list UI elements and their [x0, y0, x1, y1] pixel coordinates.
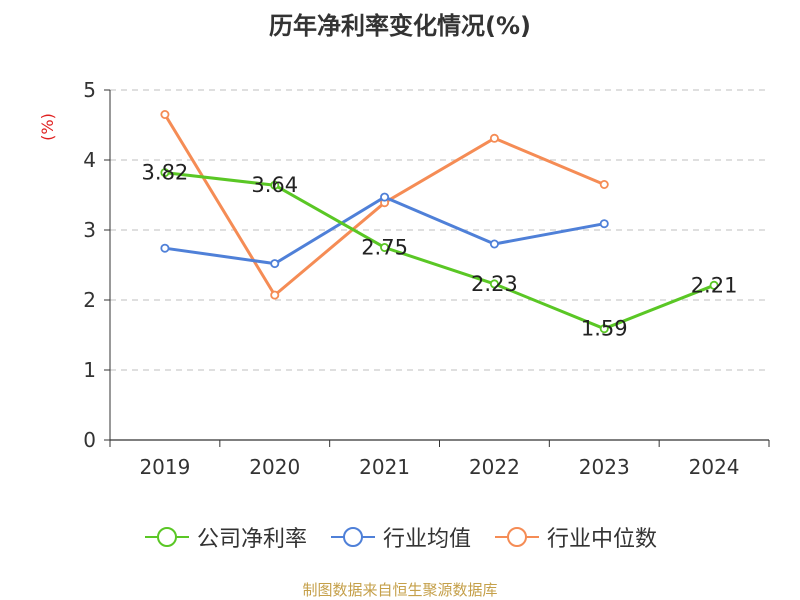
data-point [270, 290, 280, 300]
data-point [160, 110, 170, 120]
y-tick-label: 3 [83, 218, 96, 242]
legend-label: 公司净利率 [196, 527, 307, 552]
y-tick-label: 1 [83, 358, 96, 382]
legend-label: 行业中位数 [547, 527, 658, 552]
legend: 公司净利率 行业均值 行业中位数 [0, 521, 800, 553]
data-point [489, 239, 499, 249]
legend-item[interactable]: 行业均值 [329, 521, 471, 553]
x-tick-label: 2020 [249, 455, 300, 479]
legend-label: 行业均值 [382, 527, 471, 552]
data-point [599, 179, 609, 189]
data-label: 2.21 [691, 273, 738, 297]
y-tick-label: 5 [83, 78, 96, 102]
data-point [489, 279, 499, 289]
x-tick-label: 2023 [579, 455, 630, 479]
data-point [380, 192, 390, 202]
grid-layer [110, 89, 769, 371]
data-point [160, 168, 170, 178]
y-tick-label: 2 [83, 288, 96, 312]
y-axis-label: (%) [38, 113, 57, 141]
x-tick-label: 2022 [469, 455, 520, 479]
data-point [270, 259, 280, 269]
legend-marker-icon [144, 527, 189, 547]
legend-item[interactable]: 行业中位数 [493, 521, 657, 553]
data-label: 1.59 [581, 317, 628, 341]
data-point [380, 242, 390, 252]
data-point [270, 180, 280, 190]
data-point [709, 280, 719, 290]
x-tick-label: 2019 [139, 455, 190, 479]
data-point [599, 219, 609, 229]
source-note: 制图数据来自恒生聚源数据库 [302, 581, 498, 599]
chart-title: 历年净利率变化情况(%) [269, 12, 531, 40]
data-point [489, 133, 499, 143]
legend-marker-icon [495, 527, 539, 547]
data-label: 2.75 [361, 236, 408, 260]
data-point [599, 324, 609, 334]
x-tick-label: 2024 [689, 455, 740, 479]
y-tick-label: 4 [83, 148, 96, 172]
x-tick-label: 2021 [359, 455, 410, 479]
data-label: 3.82 [142, 161, 189, 185]
series-line [164, 171, 715, 331]
series-layer [160, 110, 719, 334]
legend-marker-icon [330, 527, 375, 547]
legend-item[interactable]: 公司净利率 [143, 521, 307, 553]
label-layer: 3.82 3.64 2.75 2.23 1.59 2.21 [142, 161, 738, 341]
axis-layer: 0 1 2 3 4 5 2019 2020 2021 2022 2023 2024 (%) [38, 78, 770, 479]
y-tick-label: 0 [83, 428, 96, 452]
data-label: 3.64 [251, 173, 298, 197]
data-label: 2.23 [471, 272, 518, 296]
data-point [160, 243, 170, 253]
